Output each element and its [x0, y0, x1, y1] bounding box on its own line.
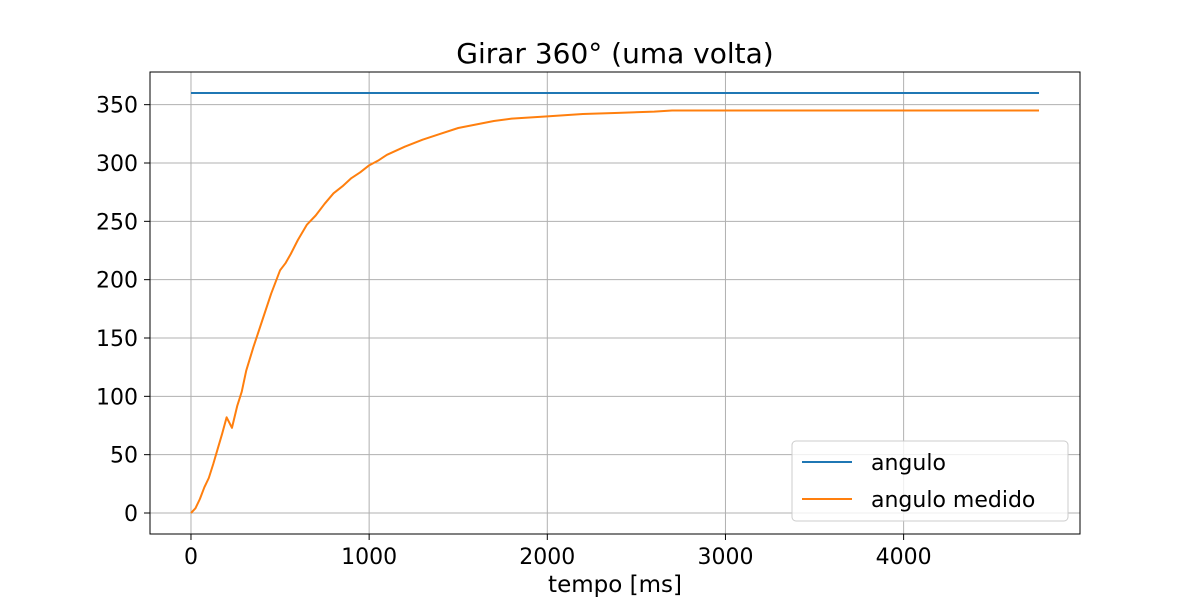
legend: angulo angulo medido: [791, 440, 1069, 522]
legend-label-1: angulo medido: [871, 488, 1035, 513]
y-tick-label: 150: [96, 327, 138, 352]
ticks: 0 1000 2000 3000 4000 0 50 100 150 200 250 300 350: [96, 94, 932, 570]
x-tick-label: 3000: [697, 545, 753, 570]
y-tick-label: 100: [96, 385, 138, 410]
plot-area-frame: [149, 71, 1081, 535]
y-tick-label: 250: [96, 210, 138, 235]
y-tick-label: 200: [96, 269, 138, 294]
y-tick-label: 0: [124, 502, 138, 527]
x-axis-label: tempo [ms]: [548, 572, 682, 598]
y-tick-label: 300: [96, 152, 138, 177]
x-tick-label: 0: [184, 545, 198, 570]
series-line-1: [190, 109, 1040, 514]
chart-title: Girar 360° (uma volta): [456, 37, 773, 70]
legend-label-0: angulo: [871, 451, 946, 476]
x-tick-label: 2000: [519, 545, 575, 570]
legend-box: [791, 440, 1069, 522]
series-layer: [190, 92, 1040, 514]
x-tick-label: 4000: [876, 545, 932, 570]
x-tick-label: 1000: [341, 545, 397, 570]
y-tick-label: 350: [96, 94, 138, 119]
y-tick-label: 50: [110, 444, 138, 469]
